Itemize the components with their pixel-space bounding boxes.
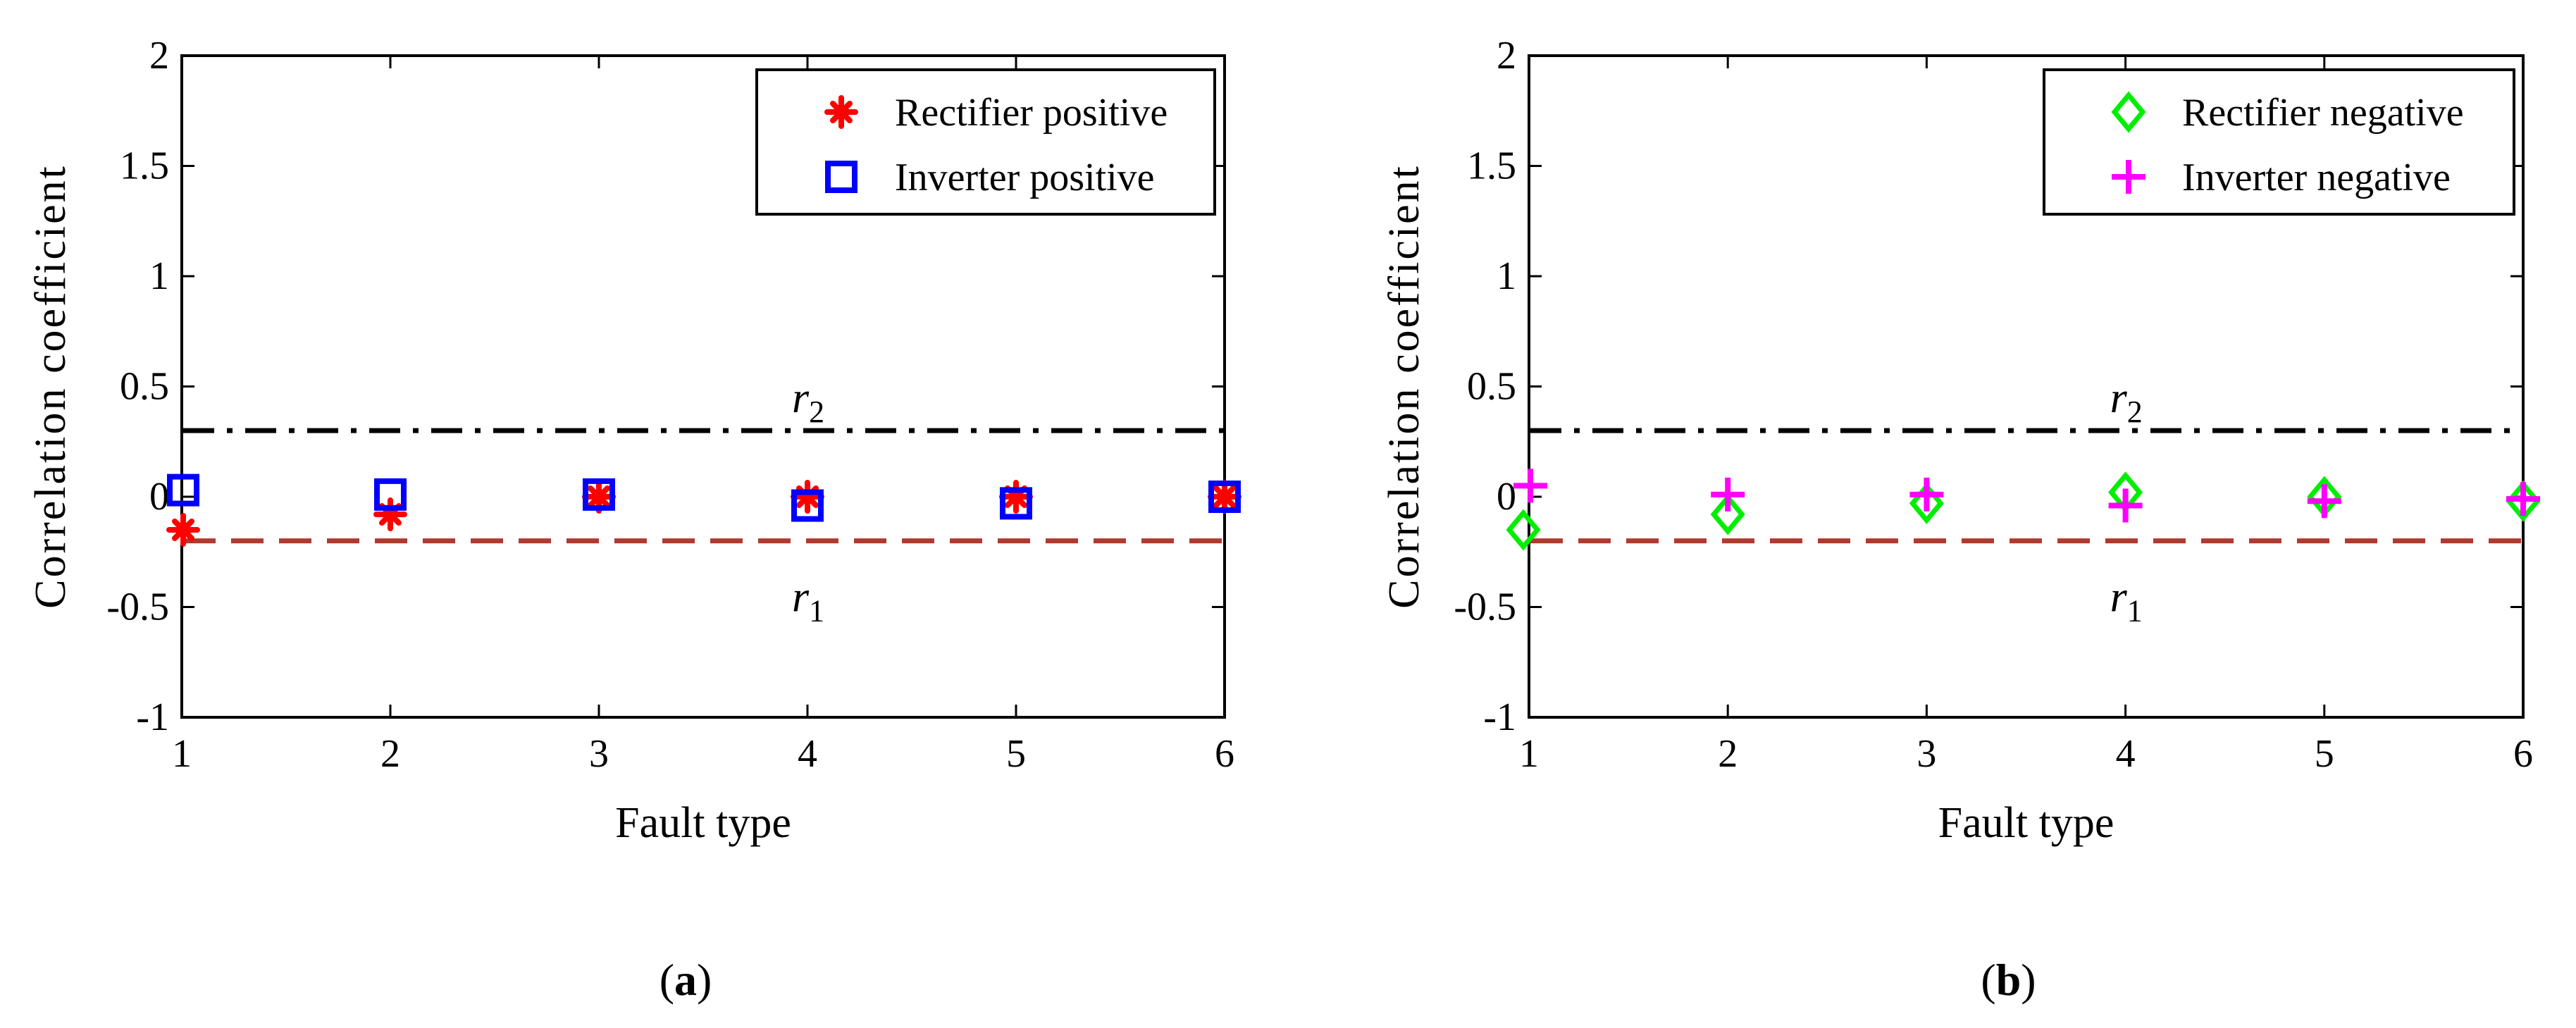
series-1 bbox=[1506, 471, 2541, 551]
data-point-square bbox=[583, 478, 615, 511]
series-1 bbox=[166, 480, 1241, 547]
y-tick-label: 1.5 bbox=[120, 144, 169, 188]
y-tick-label: 2 bbox=[149, 34, 169, 78]
data-point-diamond bbox=[1909, 482, 1944, 524]
x-tick-label: 2 bbox=[1718, 732, 1738, 776]
data-point-asterisk bbox=[582, 480, 616, 514]
x-tick-label: 4 bbox=[2116, 732, 2136, 776]
data-point-square bbox=[1208, 481, 1241, 513]
y-tick-label: -0.5 bbox=[1454, 586, 1516, 629]
threshold-label-subscript: 1 bbox=[809, 594, 824, 628]
data-point-diamond bbox=[2506, 480, 2541, 522]
legend-marker-square bbox=[825, 161, 857, 193]
y-tick-label: 0 bbox=[1497, 475, 1516, 519]
y-tick-label: -1 bbox=[1483, 695, 1516, 739]
y-tick-label: -0.5 bbox=[106, 586, 169, 629]
data-point-diamond bbox=[1506, 509, 1541, 551]
legend-box bbox=[2043, 68, 2515, 216]
data-point-plus bbox=[2108, 488, 2143, 523]
legend: Rectifier negative Inverter negative bbox=[2043, 68, 2515, 216]
legend-label: Inverter negative bbox=[2182, 156, 2451, 199]
data-point-plus bbox=[1513, 469, 1547, 503]
threshold-label-subscript: 2 bbox=[2127, 395, 2143, 429]
y-tick-label: 1 bbox=[1497, 254, 1516, 298]
y-axis-title: Correlation coefficient bbox=[1380, 164, 1428, 609]
x-tick-label: 3 bbox=[589, 732, 609, 776]
data-point-asterisk bbox=[791, 480, 824, 514]
threshold-label-r2: r2 bbox=[792, 374, 824, 429]
caption-paren-close: ) bbox=[2021, 955, 2036, 1005]
x-tick-label: 5 bbox=[2315, 732, 2334, 776]
legend-marker-asterisk bbox=[824, 95, 858, 129]
x-axis-title: Fault type bbox=[1938, 799, 2114, 847]
panel-caption: (b) bbox=[1981, 955, 2036, 1005]
series-2 bbox=[1513, 469, 2540, 523]
y-tick-label: 1 bbox=[149, 254, 169, 298]
legend-marker-diamond bbox=[2111, 91, 2146, 133]
data-point-square bbox=[167, 473, 199, 507]
data-point-asterisk bbox=[166, 512, 200, 547]
data-point-asterisk bbox=[373, 497, 407, 532]
caption-paren-close: ) bbox=[697, 955, 712, 1005]
x-tick-label: 4 bbox=[798, 732, 817, 776]
x-tick-label: 2 bbox=[380, 732, 400, 776]
data-point-square bbox=[791, 489, 824, 522]
data-point-square bbox=[374, 478, 407, 511]
data-point-plus bbox=[2307, 484, 2341, 519]
legend-label: Rectifier negative bbox=[2182, 91, 2464, 135]
data-point-plus bbox=[1909, 477, 1944, 512]
threshold-label-letter: r bbox=[2110, 574, 2128, 621]
series-2 bbox=[167, 473, 1241, 522]
data-point-asterisk bbox=[1208, 480, 1241, 514]
threshold-label-subscript: 1 bbox=[2127, 594, 2143, 628]
x-tick-label: 1 bbox=[1519, 732, 1539, 776]
caption-paren-open: ( bbox=[1981, 955, 1995, 1005]
y-axis-title: Correlation coefficient bbox=[27, 164, 75, 609]
data-point-plus bbox=[2506, 482, 2540, 516]
data-point-asterisk bbox=[999, 480, 1033, 514]
x-tick-label: 6 bbox=[1215, 732, 1234, 776]
legend-label: Rectifier positive bbox=[895, 91, 1168, 135]
legend-label: Inverter positive bbox=[895, 156, 1155, 199]
threshold-label-r1: r1 bbox=[792, 574, 824, 628]
data-point-diamond bbox=[1710, 493, 1745, 535]
y-tick-label: 0.5 bbox=[120, 365, 169, 409]
y-tick-label: 1.5 bbox=[1467, 144, 1516, 188]
y-tick-label: 0 bbox=[149, 475, 169, 519]
data-point-plus bbox=[1711, 477, 1745, 512]
threshold-label-letter: r bbox=[792, 374, 810, 422]
panel-caption: (a) bbox=[660, 955, 712, 1005]
y-tick-label: -1 bbox=[136, 695, 169, 739]
legend-marker-plus bbox=[2112, 160, 2145, 194]
threshold-label-subscript: 2 bbox=[809, 395, 824, 429]
x-tick-label: 6 bbox=[2513, 732, 2533, 776]
x-tick-label: 1 bbox=[172, 732, 192, 776]
chart-panel-b: -1 -0.5 0 0.5 1 1.5 2 1 2 3 4 5 6 Fault type Correlati… bbox=[1380, 34, 2541, 1005]
chart-panel-a: -1 -0.5 0 0.5 1 1.5 2 1 2 3 4 5 6 Fault type Correlati… bbox=[27, 34, 1241, 1005]
x-tick-label: 3 bbox=[1916, 732, 1936, 776]
y-tick-label: 0.5 bbox=[1467, 365, 1516, 409]
x-tick-label: 5 bbox=[1006, 732, 1026, 776]
data-point-square bbox=[1000, 487, 1032, 520]
caption-letter: b bbox=[1996, 955, 2021, 1005]
threshold-label-r2: r2 bbox=[2110, 374, 2143, 429]
caption-paren-open: ( bbox=[660, 955, 674, 1005]
x-axis-title: Fault type bbox=[615, 799, 791, 847]
caption-letter: a bbox=[674, 955, 697, 1005]
legend: Rectifier positive Inverter positive bbox=[755, 68, 1216, 216]
threshold-label-r1: r1 bbox=[2110, 574, 2143, 628]
y-tick-label: 2 bbox=[1497, 34, 1516, 78]
threshold-label-letter: r bbox=[792, 574, 810, 621]
threshold-label-letter: r bbox=[2110, 374, 2128, 422]
